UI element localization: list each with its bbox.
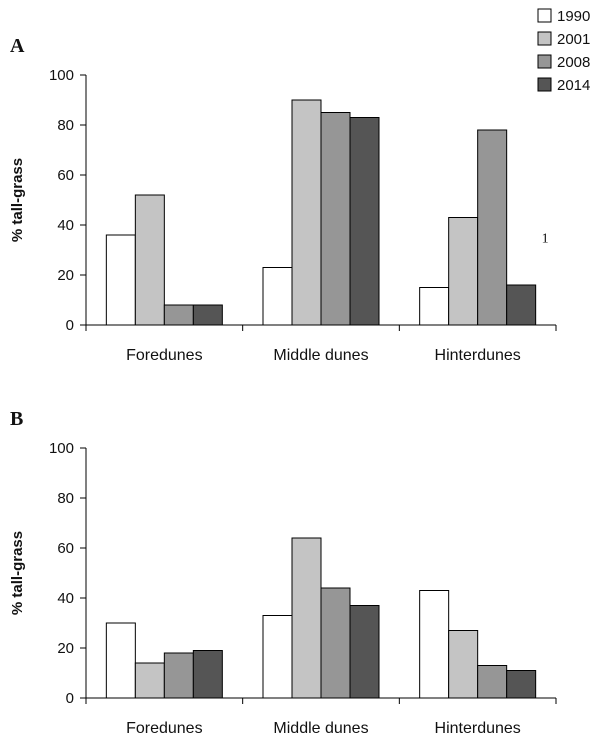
bar-foredunes-2008	[163, 304, 194, 326]
bar-middle-dunes-2008	[320, 112, 351, 326]
panel-label-B: B	[10, 408, 23, 430]
y-tick-label: 100	[49, 67, 74, 84]
x-category-label: Foredunes	[126, 720, 203, 737]
legend-label-1990: 1990	[557, 8, 590, 25]
legend-swatch-2008	[537, 54, 552, 69]
bar-foredunes-2014	[192, 304, 223, 326]
y-tick-label: 80	[57, 117, 74, 134]
y-tick-label: 0	[66, 317, 74, 334]
legend-label-2014: 2014	[557, 77, 590, 94]
bar-middle-dunes-2014	[349, 117, 380, 326]
bar-foredunes-2014	[192, 650, 223, 699]
y-tick-label: 100	[49, 440, 74, 457]
bar-foredunes-1990	[105, 622, 136, 699]
bar-foredunes-2001	[134, 662, 165, 699]
legend-label-2008: 2008	[557, 54, 590, 71]
x-category-label: Hinterdunes	[435, 347, 521, 364]
bar-hinterdunes-2014	[506, 284, 537, 326]
bar-hinterdunes-2008	[477, 129, 508, 326]
bar-middle-dunes-2001	[291, 99, 322, 326]
bar-hinterdunes-1990	[419, 590, 450, 699]
bar-middle-dunes-1990	[262, 615, 293, 699]
y-tick-label: 0	[66, 690, 74, 707]
y-tick-label: 80	[57, 490, 74, 507]
y-axis-label: % tall-grass	[9, 158, 26, 242]
x-category-label: Hinterdunes	[435, 720, 521, 737]
x-category-label: Middle dunes	[273, 720, 368, 737]
bar-middle-dunes-2014	[349, 605, 380, 699]
bar-middle-dunes-1990	[262, 267, 293, 326]
y-tick-label: 60	[57, 540, 74, 557]
legend-swatch-2014	[537, 77, 552, 92]
legend-swatch-1990	[537, 8, 552, 23]
bar-foredunes-1990	[105, 234, 136, 326]
bar-middle-dunes-2008	[320, 587, 351, 699]
bar-hinterdunes-2014	[506, 670, 537, 699]
legend-label-2001: 2001	[557, 31, 590, 48]
y-tick-label: 20	[57, 267, 74, 284]
bar-hinterdunes-2008	[477, 665, 508, 699]
y-tick-label: 40	[57, 217, 74, 234]
y-tick-label: 40	[57, 590, 74, 607]
bar-middle-dunes-2001	[291, 537, 322, 699]
x-category-label: Foredunes	[126, 347, 203, 364]
y-tick-label: 20	[57, 640, 74, 657]
panel-label-A: A	[10, 35, 25, 57]
bar-hinterdunes-2001	[448, 630, 479, 699]
y-axis-label: % tall-grass	[9, 531, 26, 615]
bar-hinterdunes-2001	[448, 217, 479, 326]
bar-foredunes-2008	[163, 652, 194, 699]
bar-foredunes-2001	[134, 194, 165, 326]
annotation-text: 1	[542, 232, 549, 247]
x-category-label: Middle dunes	[273, 347, 368, 364]
legend-swatch-2001	[537, 31, 552, 46]
y-tick-label: 60	[57, 167, 74, 184]
bar-hinterdunes-1990	[419, 287, 450, 326]
